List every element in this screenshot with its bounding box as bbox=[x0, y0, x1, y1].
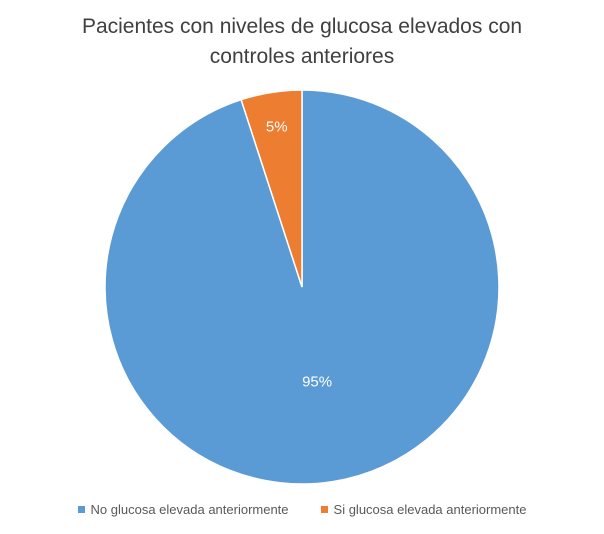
data-label: 95% bbox=[302, 373, 332, 390]
legend-swatch bbox=[77, 506, 85, 513]
legend-label: No glucosa elevada anteriormente bbox=[90, 502, 289, 517]
chart-title: Pacientes con niveles de glucosa elevado… bbox=[81, 15, 523, 68]
data-label: 5% bbox=[266, 118, 288, 135]
legend: No glucosa elevada anteriormente Si gluco… bbox=[0, 502, 604, 517]
legend-swatch bbox=[320, 506, 328, 513]
legend-item: No glucosa elevada anteriormente bbox=[77, 502, 289, 517]
legend-item: Si glucosa elevada anteriormente bbox=[320, 502, 527, 517]
pie-slice bbox=[240, 89, 303, 288]
legend-label: Si glucosa elevada anteriormente bbox=[333, 502, 527, 517]
